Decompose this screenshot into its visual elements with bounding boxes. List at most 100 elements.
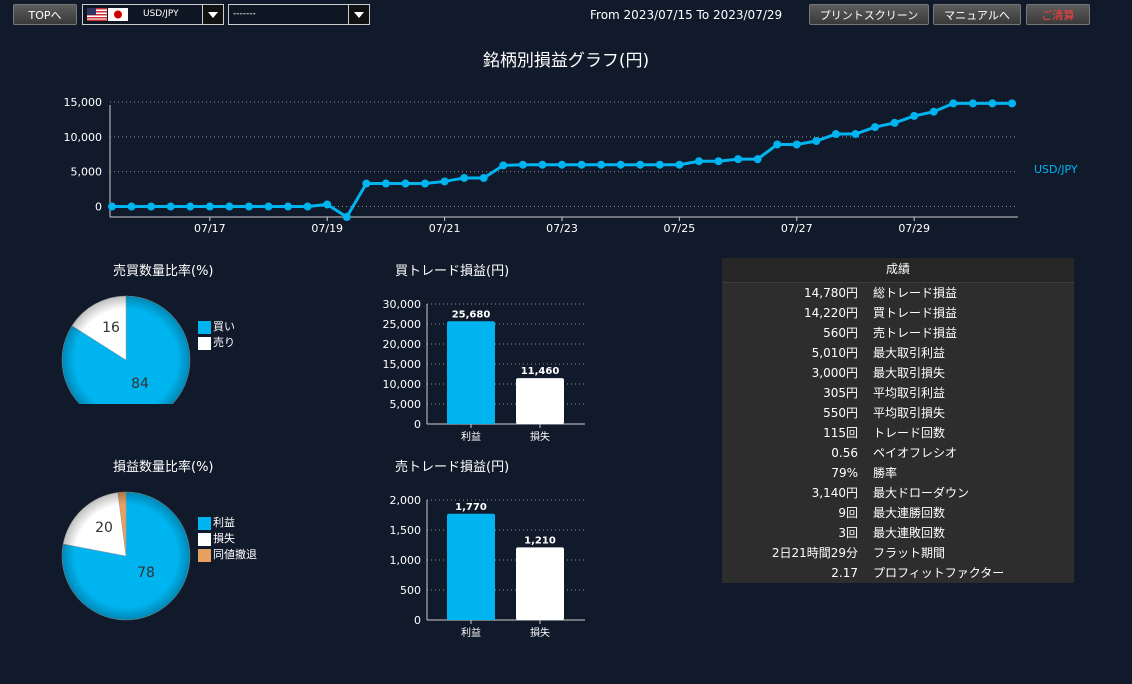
stats-row: 2日21時間29分 フラット期間 [722, 543, 1074, 563]
stats-label: ペイオフレシオ [873, 446, 958, 460]
data-point [968, 99, 977, 108]
data-point [597, 160, 606, 169]
y-tick-label: 30,000 [383, 298, 422, 311]
stats-label: 最大連勝回数 [873, 506, 946, 520]
stats-label: 平均取引利益 [873, 386, 946, 400]
us-flag-icon [87, 8, 107, 21]
legend-profit: 利益 [198, 515, 257, 531]
y-tick-label: 0 [414, 418, 421, 431]
x-tick-label: 07/19 [311, 222, 343, 235]
data-point [675, 160, 684, 169]
pie-slice-label: 20 [95, 520, 113, 536]
print-screen-button[interactable]: プリントスクリーン [809, 4, 929, 25]
stats-row: 115回 トレード回数 [722, 423, 1074, 443]
y-tick-label: 5,000 [390, 398, 422, 411]
data-point [929, 107, 938, 116]
stats-row: 305円 平均取引利益 [722, 383, 1074, 403]
pie-slice-label: 16 [102, 320, 120, 336]
data-point [577, 160, 586, 169]
stats-value: 2日21時間29分 [771, 546, 858, 560]
data-point [636, 160, 645, 169]
pie2-title: 損益数量比率(%) [113, 460, 214, 475]
stats-label: 勝率 [873, 466, 898, 480]
pie1-legend: 買い 売り [198, 319, 235, 351]
x-tick-label: 07/17 [194, 222, 226, 235]
stats-row: 79% 勝率 [722, 463, 1074, 483]
bar-value-label: 1,210 [524, 535, 556, 546]
buy-trade-bar-chart: 30,000 25,000 20,000 15,000 10,000 5,000 0 25,6… [383, 298, 585, 443]
pnl-line-chart: 15,000 10,000 5,000 0 07/17 07/19 07/21 07/23 07… [64, 96, 1078, 235]
stats-value: 79% [831, 466, 858, 480]
x-tick-label: 07/29 [898, 222, 930, 235]
bar-0 [447, 321, 495, 424]
top-button[interactable]: TOPへ [13, 4, 77, 25]
stats-row: 3回 最大連敗回数 [722, 523, 1074, 543]
data-point [851, 130, 860, 139]
data-point [127, 202, 136, 211]
bar-1 [516, 378, 564, 424]
bar-1 [516, 547, 564, 620]
stats-label: 平均取引損失 [873, 406, 946, 420]
legend-sell: 売り [198, 335, 235, 351]
bar-value-label: 25,680 [452, 309, 491, 320]
y-tick-label: 25,000 [383, 318, 422, 331]
japan-flag-icon [108, 8, 128, 21]
data-point [538, 160, 547, 169]
data-point [753, 155, 762, 164]
bar1-title: 買トレード損益(円) [395, 264, 510, 279]
stats-row: 9回 最大連勝回数 [722, 503, 1074, 523]
stats-row: 560円 売トレード損益 [722, 323, 1074, 343]
data-point [244, 202, 253, 211]
stats-value: 3,000円 [811, 366, 858, 380]
stats-label: 最大取引損失 [873, 366, 946, 380]
data-point [831, 130, 840, 139]
data-point [871, 123, 880, 132]
y-tick-label: 15,000 [383, 358, 422, 371]
chevron-down-icon[interactable] [348, 5, 369, 24]
secondary-select[interactable]: ------- [228, 4, 370, 25]
data-point [401, 179, 410, 188]
series-label-usdjpy: USD/JPY [1034, 163, 1078, 176]
data-point [812, 137, 821, 146]
y-tick-label: 2,000 [390, 494, 422, 507]
settle-button[interactable]: ご清算 [1026, 4, 1090, 25]
data-point [147, 202, 156, 211]
stats-row: 550円 平均取引損失 [722, 403, 1074, 423]
stats-row: 2.17 プロフィットファクター [722, 563, 1074, 583]
pie-slice-label: 78 [137, 565, 155, 581]
bar-value-label: 1,770 [455, 502, 487, 513]
currency-pair-select[interactable]: USD/JPY [82, 4, 224, 25]
chevron-down-icon[interactable] [202, 5, 223, 24]
stats-label: 総トレード損益 [873, 286, 958, 300]
pie-slice-label: 84 [131, 376, 149, 392]
stats-value: 3回 [838, 526, 858, 540]
stats-value: 14,780円 [804, 286, 858, 300]
y-tick-label: 5,000 [71, 166, 103, 179]
stats-label: 買トレード損益 [873, 306, 958, 320]
y-tick-label: 20,000 [383, 338, 422, 351]
data-point [655, 160, 664, 169]
y-tick-label: 15,000 [64, 96, 103, 109]
data-point [303, 202, 312, 211]
stats-label: 最大取引利益 [873, 346, 946, 360]
stats-value: 550円 [823, 406, 858, 420]
stats-label: 売トレード損益 [873, 326, 958, 340]
x-tick-label: 利益 [461, 430, 481, 443]
profit-loss-ratio-pie: 78 20 [61, 491, 191, 621]
data-point [186, 202, 195, 211]
data-point [988, 99, 997, 108]
x-tick-label: 07/27 [781, 222, 813, 235]
x-tick-label: 07/25 [664, 222, 696, 235]
manual-button[interactable]: マニュアルへ [933, 4, 1021, 25]
data-point [910, 111, 919, 120]
buy-sell-ratio-pie: 84 16 [61, 295, 191, 404]
stats-row: 0.56 ペイオフレシオ [722, 443, 1074, 463]
bar2-title: 売トレード損益(円) [395, 460, 510, 475]
x-tick-label: 利益 [461, 626, 481, 639]
data-point [284, 202, 293, 211]
data-point [342, 213, 351, 221]
currency-pair-value: USD/JPY [143, 9, 179, 19]
data-point [108, 202, 116, 211]
stats-value: 0.56 [831, 446, 858, 460]
x-tick-label: 07/21 [429, 222, 461, 235]
